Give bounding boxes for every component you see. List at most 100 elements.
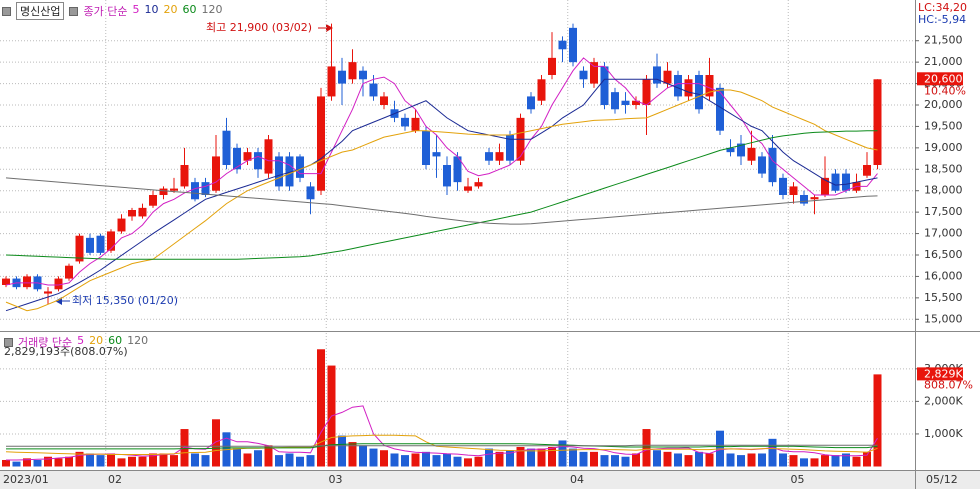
candle-body — [2, 278, 10, 285]
volume-bar — [821, 455, 829, 467]
candle-body — [726, 147, 735, 153]
volume-bar — [254, 450, 262, 467]
candle-body — [642, 79, 651, 105]
volume-bar — [422, 451, 430, 467]
candle-body — [621, 100, 630, 105]
volume-bar — [65, 456, 73, 467]
volume-bar — [705, 453, 714, 467]
candle-body — [170, 188, 178, 191]
volume-bar — [474, 456, 483, 467]
volume-bar — [44, 456, 52, 467]
volume-bar — [338, 435, 346, 467]
candle-body — [285, 156, 294, 187]
volume-bar — [369, 448, 378, 467]
volume-bar — [23, 458, 31, 467]
candle-body — [107, 231, 115, 251]
candle-body — [611, 92, 619, 110]
candle-body — [527, 96, 535, 110]
volume-bar — [726, 453, 735, 467]
ma-line — [5, 177, 878, 225]
volume-bar — [590, 451, 598, 467]
volume-legend: 거래량 단순 5 20 60 120 — [4, 334, 148, 350]
legend-entry: 5 — [132, 3, 140, 16]
volume-bar — [75, 451, 84, 467]
ma-line — [5, 434, 878, 455]
y-tick-label: 18,000 — [924, 184, 963, 197]
volume-bar — [96, 455, 105, 467]
current-badge — [917, 367, 963, 381]
volume-bar — [2, 459, 10, 467]
volume-bar — [621, 456, 630, 467]
volume-bar — [348, 442, 357, 467]
high-arrowhead — [326, 24, 333, 32]
candle-body — [548, 57, 556, 75]
y-tick-label: 19,500 — [924, 119, 963, 132]
volume-info: 2,829,193주(808.07%) — [4, 345, 128, 358]
candle-body — [338, 70, 346, 84]
volume-bar — [191, 453, 199, 467]
volume-bar — [506, 450, 514, 467]
candle-body — [674, 75, 682, 97]
candle-body — [212, 156, 220, 191]
volume-bar — [117, 458, 126, 467]
candle-body — [737, 143, 745, 157]
candle-body — [296, 156, 304, 178]
candle-body — [117, 218, 126, 232]
y-tick-label: 2,000K — [924, 394, 963, 407]
volume-bar — [128, 456, 136, 467]
volume-ratio: 808.07% — [924, 378, 973, 391]
candle-body — [747, 147, 756, 161]
volume-bar — [789, 455, 798, 467]
candle-body — [422, 130, 430, 165]
volume-bar — [831, 455, 840, 467]
y-tick-label: 21,000 — [924, 55, 963, 68]
icon — [69, 6, 79, 16]
candle-body — [44, 291, 52, 294]
candle-body — [327, 66, 336, 97]
volume-bar — [107, 453, 115, 467]
candle-body — [558, 40, 567, 50]
legend-entry: 10 — [144, 3, 159, 16]
candle-body — [842, 173, 850, 191]
volume-bar — [485, 448, 493, 467]
candle-body — [359, 70, 367, 80]
legend-entry: 20 — [163, 3, 178, 16]
ma-line — [5, 78, 878, 312]
candle-body — [275, 156, 283, 187]
candle-body — [453, 156, 462, 183]
volume-bar — [12, 461, 21, 467]
candle-body — [506, 135, 514, 161]
candle-body — [569, 27, 577, 63]
volume-bar — [275, 455, 283, 467]
legend-items: 거래량 단순 5 20 60 120 — [18, 334, 148, 350]
y-tick-label: 19,000 — [924, 141, 963, 154]
volume-bar — [201, 455, 210, 467]
volume-bar — [684, 455, 693, 467]
current-badge — [917, 72, 963, 86]
volume-bar — [464, 458, 472, 467]
volume-bar — [611, 455, 619, 467]
volume-bar — [747, 453, 756, 467]
ma-line — [5, 57, 878, 286]
legend-prefix: 거래량 단순 — [18, 336, 73, 349]
y-tick-label: 21,500 — [924, 34, 963, 47]
candle-body — [873, 79, 882, 165]
candle-body — [138, 207, 147, 217]
candle-body — [317, 96, 325, 191]
candle-body — [684, 79, 693, 97]
candle-body — [495, 152, 504, 161]
volume-bar — [758, 453, 766, 467]
volume-bar — [674, 453, 682, 467]
volume-bar — [296, 456, 304, 467]
volume-bar — [264, 445, 273, 467]
volume-bar — [359, 445, 367, 467]
volume-bar — [863, 451, 871, 467]
candle-body — [54, 278, 63, 290]
candle-body — [159, 188, 168, 195]
legend-entry: 60 — [182, 3, 197, 16]
y-tick-label: 15,000 — [924, 312, 963, 325]
candle-body — [411, 117, 420, 131]
volume-bar — [495, 451, 504, 467]
volume-bar — [317, 349, 325, 467]
candle-body — [537, 79, 546, 101]
